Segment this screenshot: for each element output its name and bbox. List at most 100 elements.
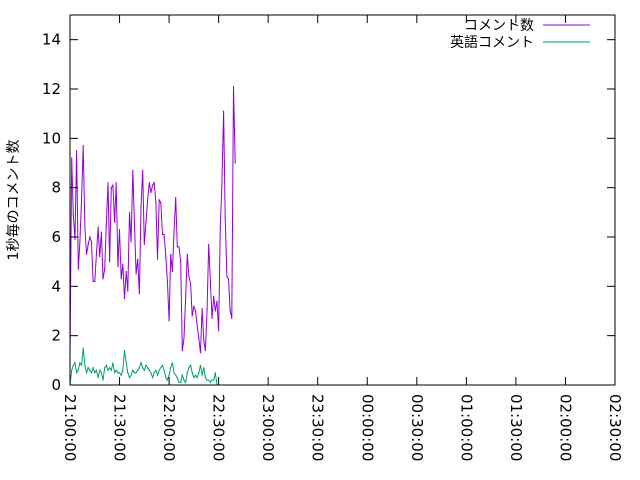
data-point-2 <box>178 381 180 384</box>
data-point-1 <box>193 305 195 307</box>
data-point-2 <box>140 362 142 364</box>
data-point-1 <box>186 253 188 255</box>
data-point-2 <box>204 377 206 379</box>
data-point-1 <box>168 320 170 322</box>
x-tick-label: 01:00:00 <box>457 394 475 461</box>
data-point-2 <box>175 374 177 376</box>
y-axis-title: 1秒毎のコメント数 <box>6 140 22 261</box>
data-point-2 <box>137 369 139 371</box>
x-tick-label: 02:30:00 <box>606 394 624 461</box>
data-point-1 <box>117 266 119 268</box>
data-point-2 <box>138 367 140 369</box>
data-point-1 <box>161 233 164 236</box>
data-point-1 <box>191 315 193 317</box>
data-point-2 <box>117 372 119 374</box>
data-point-1 <box>79 241 81 243</box>
series-layer <box>69 85 236 386</box>
data-point-1 <box>231 317 233 319</box>
data-point-1 <box>137 258 139 260</box>
series-line-2 <box>69 347 218 386</box>
data-point-2 <box>152 377 154 379</box>
data-point-2 <box>209 381 211 384</box>
data-point-1 <box>160 201 162 204</box>
data-point-1 <box>203 340 205 342</box>
legend-label-2: 英語コメント <box>450 34 534 51</box>
data-point-1 <box>81 196 83 199</box>
data-point-2 <box>92 367 94 369</box>
data-point-1 <box>208 243 210 245</box>
data-point-1 <box>176 246 178 248</box>
data-point-1 <box>143 243 145 245</box>
data-point-1 <box>158 199 160 201</box>
data-point-1 <box>107 182 109 184</box>
data-point-2 <box>110 369 112 371</box>
data-point-1 <box>213 295 215 297</box>
data-point-1 <box>140 206 142 208</box>
data-point-2 <box>143 369 145 371</box>
data-point-2 <box>81 364 83 366</box>
data-point-2 <box>115 369 117 371</box>
data-point-1 <box>71 157 73 159</box>
data-point-1 <box>118 229 121 231</box>
data-point-2 <box>155 369 157 371</box>
y-tick-label: 2 <box>51 327 61 345</box>
data-point-1 <box>163 233 165 236</box>
data-point-2 <box>90 372 93 374</box>
data-point-1 <box>145 221 147 223</box>
data-point-1 <box>127 290 129 292</box>
data-point-1 <box>122 263 124 265</box>
data-point-2 <box>95 369 97 371</box>
data-point-1 <box>138 293 140 295</box>
data-point-1 <box>115 182 117 184</box>
data-point-2 <box>166 379 168 381</box>
data-point-1 <box>125 270 127 273</box>
data-point-2 <box>181 374 183 376</box>
x-tick-label: 02:00:00 <box>556 394 574 461</box>
data-point-1 <box>148 182 150 184</box>
data-point-2 <box>107 369 109 371</box>
data-point-1 <box>123 298 126 300</box>
data-point-2 <box>99 369 101 371</box>
data-point-1 <box>173 231 175 233</box>
data-point-1 <box>209 280 211 282</box>
data-point-2 <box>206 379 208 381</box>
x-tick-label: 23:00:00 <box>259 394 277 461</box>
data-point-1 <box>181 349 183 352</box>
data-point-1 <box>142 169 144 171</box>
data-point-2 <box>94 372 96 374</box>
data-point-2 <box>89 369 91 371</box>
data-point-2 <box>188 367 190 369</box>
data-point-1 <box>135 273 137 275</box>
data-point-2 <box>180 381 182 384</box>
data-point-1 <box>232 85 235 88</box>
y-tick-label: 6 <box>51 228 61 246</box>
data-point-2 <box>147 367 149 369</box>
y-axis: 0 2 4 6 8 10 12 14 <box>42 31 615 394</box>
data-point-2 <box>183 379 185 381</box>
data-point-2 <box>171 362 173 364</box>
data-point-2 <box>104 367 106 369</box>
x-tick-label: 22:00:00 <box>160 394 178 461</box>
data-point-2 <box>120 374 122 376</box>
x-tick-label: 21:00:00 <box>61 394 79 461</box>
data-point-2 <box>76 372 78 374</box>
data-point-1 <box>153 182 155 184</box>
data-point-1 <box>105 224 107 226</box>
data-point-2 <box>160 367 162 369</box>
data-point-2 <box>142 367 144 369</box>
data-point-2 <box>85 372 88 374</box>
data-point-1 <box>97 226 99 228</box>
data-point-2 <box>122 369 124 371</box>
data-point-1 <box>221 184 223 186</box>
data-point-1 <box>218 330 220 332</box>
data-point-1 <box>92 280 94 282</box>
data-point-1 <box>223 110 225 112</box>
data-point-1 <box>226 275 228 278</box>
data-point-2 <box>211 379 213 381</box>
data-point-2 <box>109 367 111 369</box>
data-point-1 <box>95 253 97 255</box>
data-point-1 <box>132 169 134 171</box>
